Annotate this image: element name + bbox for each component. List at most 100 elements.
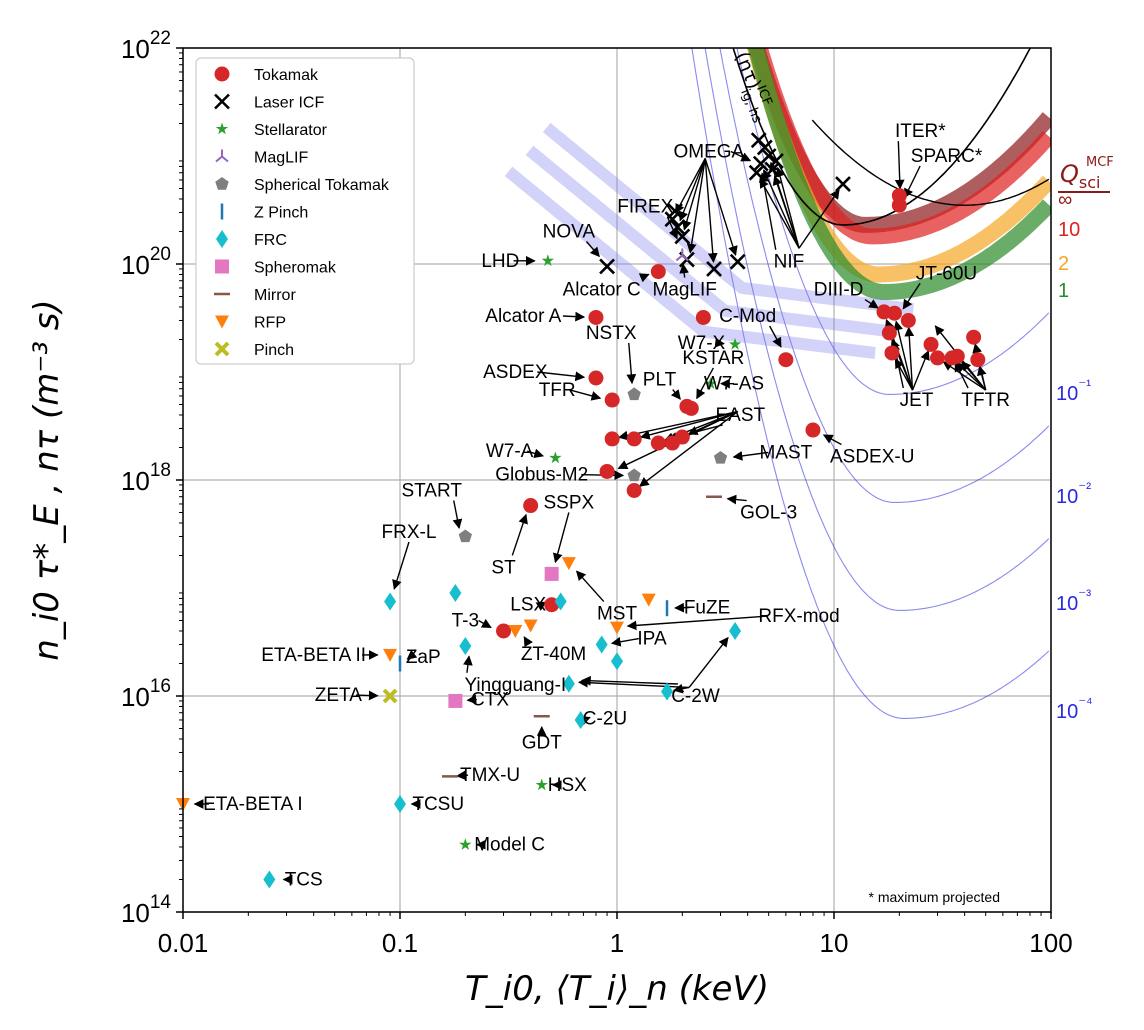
- annotation-arrow: [686, 158, 706, 254]
- data-point-icf: [669, 219, 686, 235]
- data-point-tokamak: [891, 197, 907, 213]
- annotation-arrow: [894, 141, 905, 190]
- legend-label-pinch: Pinch: [254, 342, 294, 359]
- annotation-label: ETA-BETA II: [261, 645, 366, 666]
- data-point-tokamak: [778, 352, 794, 368]
- axis-ticks: 0.01 0.1 1 10 100 1014 1016 1018 1020 1022: [121, 28, 1073, 958]
- q-sub-band: [542, 122, 914, 316]
- x-tick-label: 10: [820, 928, 849, 958]
- data-point-icf: [835, 176, 851, 192]
- annotation-arrow: [672, 683, 690, 694]
- data-point-frc: [661, 682, 674, 701]
- data-point-tokamak: [588, 309, 604, 325]
- q-curve-label: 10⁻⁴: [1056, 695, 1093, 723]
- data-point-frc: [459, 637, 472, 656]
- data-point-tokamak: [930, 350, 946, 366]
- annotation-arrow: [911, 350, 930, 391]
- x-tick-label: 0.01: [158, 928, 209, 958]
- data-point-icf: [706, 261, 722, 277]
- annotation-arrow: [478, 618, 492, 629]
- data-point-frc: [384, 592, 397, 611]
- data-point-tokamak: [588, 370, 604, 386]
- data-point-tokamak: [966, 329, 982, 345]
- annotation-label: Model C: [474, 835, 545, 856]
- legend-label-zpinch: Z Pinch: [254, 205, 308, 222]
- data-point-frc: [263, 870, 276, 889]
- annotation-label: MagLIF: [652, 280, 716, 301]
- data-point-icf: [667, 203, 683, 219]
- legend-label-icf: Laser ICF: [254, 95, 324, 112]
- annotation-arrow: [452, 500, 463, 530]
- annotation-arrow: [696, 367, 714, 400]
- annotation-arrow: [537, 371, 586, 382]
- data-point-tokamak: [881, 325, 897, 341]
- annotation-label: Yingguang-I: [464, 675, 566, 696]
- data-point-rfp: [508, 624, 523, 638]
- data-point-maglif: [675, 248, 689, 262]
- legend-marker-pinch: [214, 341, 230, 357]
- annotation-label: W7-A: [486, 441, 534, 462]
- legend-label-rfp: RFP: [254, 315, 286, 332]
- data-point-stellarator: [728, 337, 742, 350]
- data-point-stellarator: [459, 838, 472, 850]
- annotation-arrow: [562, 311, 586, 322]
- data-point-icf: [756, 139, 773, 156]
- legend-label-stellarator: Stellarator: [254, 122, 328, 139]
- data-point-tokamak: [599, 463, 615, 479]
- data-point-spheromak: [448, 693, 463, 708]
- annotation-label: LSX: [510, 595, 546, 616]
- q-line-curve: [719, 48, 1050, 503]
- data-point-stellarator: [549, 451, 562, 464]
- legend-marker-stellarator: [215, 122, 229, 135]
- annotation-arrow: [977, 365, 987, 391]
- annotation-arrow: [580, 675, 678, 686]
- data-point-frc: [611, 652, 623, 671]
- x-tick-label: 0.1: [382, 928, 418, 958]
- annotation-arrow: [640, 410, 738, 440]
- annotation-label: ASDEX-U: [830, 447, 914, 468]
- annotation-arrow: [902, 282, 921, 310]
- annotation-label: JT-60U: [916, 263, 977, 284]
- legend-marker-tokamak: [214, 66, 230, 82]
- annotation-label: ZaP: [406, 647, 441, 668]
- annotation-arrow: [666, 216, 678, 240]
- q-curve-label: 1: [1058, 280, 1069, 302]
- annotation-arrow: [679, 263, 690, 278]
- annotation-arrow: [714, 337, 725, 348]
- q-line-curve: [691, 48, 1050, 719]
- data-point-frc: [595, 635, 608, 654]
- data-point-frc: [574, 710, 587, 729]
- annotation-label: ZT-40M: [521, 644, 586, 665]
- annotation-arrow: [570, 389, 602, 401]
- annotation-arrow: [466, 694, 477, 705]
- annotation-label: KSTAR: [682, 348, 744, 369]
- annotation-label: C-2U: [583, 708, 627, 729]
- annotation-arrow: [942, 361, 987, 391]
- data-point-tokamak: [650, 264, 666, 280]
- data-point-st: [627, 468, 641, 482]
- annotation-arrow: [864, 298, 879, 309]
- annotation-label: SSPX: [544, 492, 595, 513]
- annotation-label: W7-AS: [704, 374, 764, 395]
- y-tick-label: 1022: [121, 28, 171, 64]
- annotation-label: IPA: [637, 629, 667, 650]
- y-axis-label: n_i0 τ*_E , nτ (m⁻³ s): [27, 299, 67, 660]
- data-point-tokamak: [805, 422, 821, 438]
- data-point-tokamak: [604, 392, 620, 408]
- legend-marker-frc: [216, 230, 228, 248]
- annotation-label: Globus-M2: [495, 465, 588, 486]
- annotation-arrow: [726, 494, 747, 505]
- data-point-tokamak: [695, 309, 711, 325]
- annotation-label: DIII-D: [814, 280, 864, 301]
- legend-box: [195, 57, 415, 365]
- x-tick-label: 100: [1029, 928, 1072, 958]
- data-point-tokamak: [884, 345, 900, 361]
- legend-label-tokamak: Tokamak: [254, 67, 319, 84]
- data-point-tokamak: [604, 431, 620, 447]
- annotation-arrow: [954, 361, 969, 389]
- annotation-arrow: [626, 342, 637, 385]
- annotation-arrow: [678, 158, 706, 222]
- q-curve-label: 10⁻³: [1056, 587, 1091, 615]
- legend-marker-st: [215, 177, 229, 190]
